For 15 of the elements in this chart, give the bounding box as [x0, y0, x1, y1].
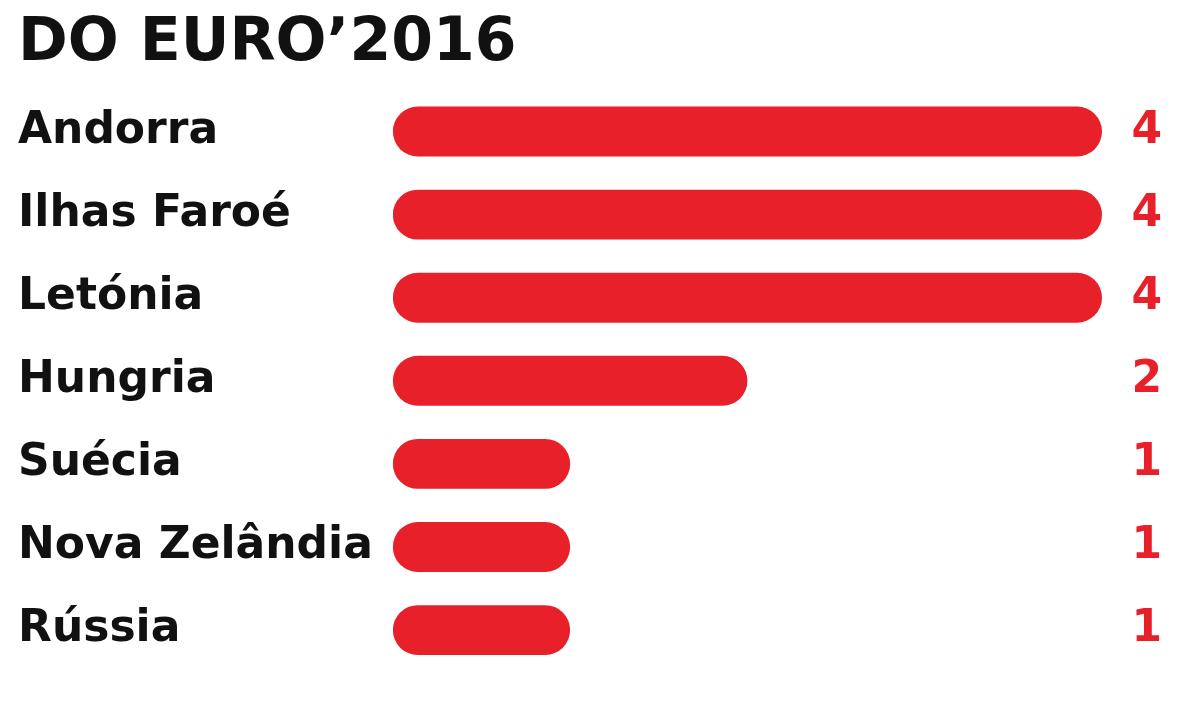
data-label: 4: [1131, 101, 1162, 153]
y-tick-label: Rússia: [18, 600, 181, 652]
data-label: 4: [1131, 185, 1162, 237]
chart-title: DO EURO’2016: [18, 3, 517, 74]
data-label: 4: [1131, 268, 1162, 320]
data-label: 2: [1131, 351, 1162, 403]
y-tick-label: Letónia: [18, 268, 204, 320]
y-tick-label: Nova Zelândia: [18, 517, 373, 569]
data-label: 1: [1131, 600, 1162, 652]
y-tick-label: Suécia: [18, 434, 182, 486]
y-tick-label: Hungria: [18, 351, 216, 403]
y-tick-label: Andorra: [18, 101, 219, 153]
y-tick-label: Ilhas Faroé: [18, 185, 291, 237]
data-label: 1: [1131, 517, 1162, 569]
data-label: 1: [1131, 434, 1162, 486]
